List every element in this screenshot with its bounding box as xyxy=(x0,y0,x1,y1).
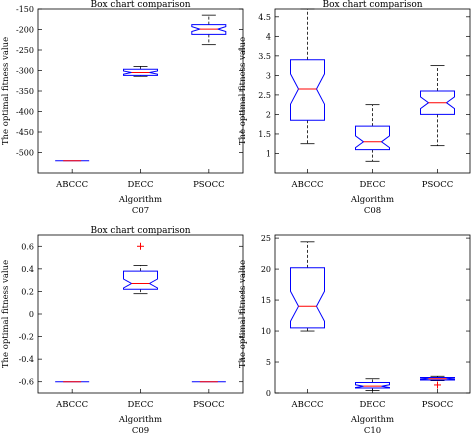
x-tick-label: PSOCC xyxy=(193,180,225,190)
box xyxy=(290,59,325,121)
chart-panel-3: Box chart comparison -0.6 -0.4 -0.2 0 0.2 0.4 0… xyxy=(1,226,244,436)
y-tick-label: 15 xyxy=(261,296,271,305)
x-axis-label: Algorithm xyxy=(118,195,162,205)
chart-panel-1: Box chart comparison -500 -450 -400 -350 -300… xyxy=(1,0,244,216)
y-tick-label: 25 xyxy=(261,234,271,243)
y-tick-label: 1 xyxy=(266,149,271,158)
y-tick-label: 3 xyxy=(266,71,271,80)
y-tick-label: 4.5 xyxy=(258,13,271,22)
x-tick-label: ABCCC xyxy=(290,400,323,410)
x-axis-label: Algorithm xyxy=(350,415,394,425)
y-tick-label: -0.2 xyxy=(19,333,34,342)
y-tick-label: -0.6 xyxy=(19,378,34,387)
y-tick-label: 1.5 xyxy=(258,130,271,139)
y-tick-label: -150 xyxy=(16,5,34,14)
y-tick-label: 0 xyxy=(266,389,271,398)
chart-title: Box chart comparison xyxy=(322,0,422,10)
y-tick-label: 4 xyxy=(266,32,271,41)
y-tick-label: -350 xyxy=(16,87,34,96)
y-tick-label: 0.4 xyxy=(21,265,34,274)
chart-sublabel: C10 xyxy=(364,426,381,436)
plot-frame xyxy=(37,8,244,174)
y-tick-label: 0.2 xyxy=(21,287,34,296)
x-tick-label: DECC xyxy=(359,180,385,190)
x-tick-label: DECC xyxy=(127,400,153,410)
chart-sublabel: C08 xyxy=(364,206,381,216)
box xyxy=(420,377,455,381)
box xyxy=(355,382,390,389)
x-tick-label: ABCCC xyxy=(55,400,88,410)
y-axis-label: The optimal fitness value xyxy=(238,260,248,368)
y-axis-label: The optimal fitness value xyxy=(1,37,11,145)
chart-panel-4: 0 5 10 15 20 25 The optimal fitness value ABCCC… xyxy=(238,234,471,436)
box xyxy=(123,270,158,290)
chart-sublabel: C07 xyxy=(132,206,149,216)
chart-sublabel: C09 xyxy=(132,426,149,436)
x-tick-label: PSOCC xyxy=(422,180,454,190)
plot-frame xyxy=(37,234,244,394)
plot-frame xyxy=(274,234,471,394)
y-tick-label: 2.5 xyxy=(258,91,271,100)
y-tick-label: -200 xyxy=(16,26,34,35)
y-tick-label: -0.4 xyxy=(19,355,34,364)
y-tick-label: -400 xyxy=(16,108,34,117)
x-axis-label: Algorithm xyxy=(350,195,394,205)
y-tick-label: -450 xyxy=(16,128,34,137)
box xyxy=(420,90,455,115)
box xyxy=(191,24,227,35)
x-tick-label: PSOCC xyxy=(193,400,225,410)
box xyxy=(290,267,325,329)
y-tick-label: 2 xyxy=(266,110,271,119)
x-tick-label: DECC xyxy=(359,400,385,410)
y-tick-label: 5 xyxy=(266,358,271,367)
x-tick-label: DECC xyxy=(127,180,153,190)
chart-title: Box chart comparison xyxy=(90,226,190,236)
y-tick-label: 20 xyxy=(261,265,271,274)
y-axis-label: The optimal fitness value xyxy=(238,37,248,145)
y-axis-label: The optimal fitness value xyxy=(1,260,11,368)
x-tick-label: PSOCC xyxy=(422,400,454,410)
box xyxy=(355,125,390,151)
chart-title: Box chart comparison xyxy=(90,0,190,10)
chart-panel-2: Box chart comparison 1 1.5 2 2.5 3 3.5 4 4.5 The … xyxy=(238,0,471,216)
y-tick-label: 0 xyxy=(29,310,34,319)
y-tick-label: -250 xyxy=(16,46,34,55)
x-axis-label: Algorithm xyxy=(118,415,162,425)
y-tick-label: -500 xyxy=(16,149,34,158)
y-tick-label: 3.5 xyxy=(258,52,271,61)
y-tick-label: 0.6 xyxy=(21,242,34,251)
x-tick-label: ABCCC xyxy=(290,180,323,190)
y-tick-label: 10 xyxy=(261,327,271,336)
x-tick-label: ABCCC xyxy=(55,180,88,190)
box xyxy=(123,68,158,76)
y-tick-label: -300 xyxy=(16,67,34,76)
